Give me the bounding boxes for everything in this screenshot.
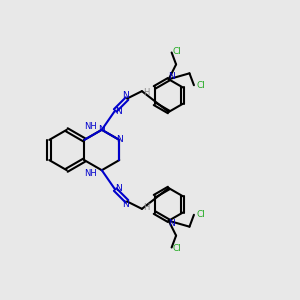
Text: N: N — [116, 135, 123, 144]
Text: NH: NH — [84, 169, 96, 178]
Text: Cl: Cl — [196, 81, 205, 90]
Text: NH: NH — [84, 122, 96, 131]
Text: Cl: Cl — [172, 46, 182, 56]
Text: H: H — [143, 88, 150, 97]
Text: N: N — [115, 107, 122, 116]
Text: N: N — [122, 91, 129, 100]
Text: H: H — [143, 203, 150, 212]
Text: Cl: Cl — [196, 210, 205, 219]
Text: N: N — [115, 184, 122, 193]
Text: N: N — [168, 219, 175, 228]
Text: N: N — [122, 200, 129, 209]
Text: Cl: Cl — [172, 244, 182, 253]
Text: N: N — [98, 125, 105, 134]
Text: N: N — [168, 72, 175, 81]
